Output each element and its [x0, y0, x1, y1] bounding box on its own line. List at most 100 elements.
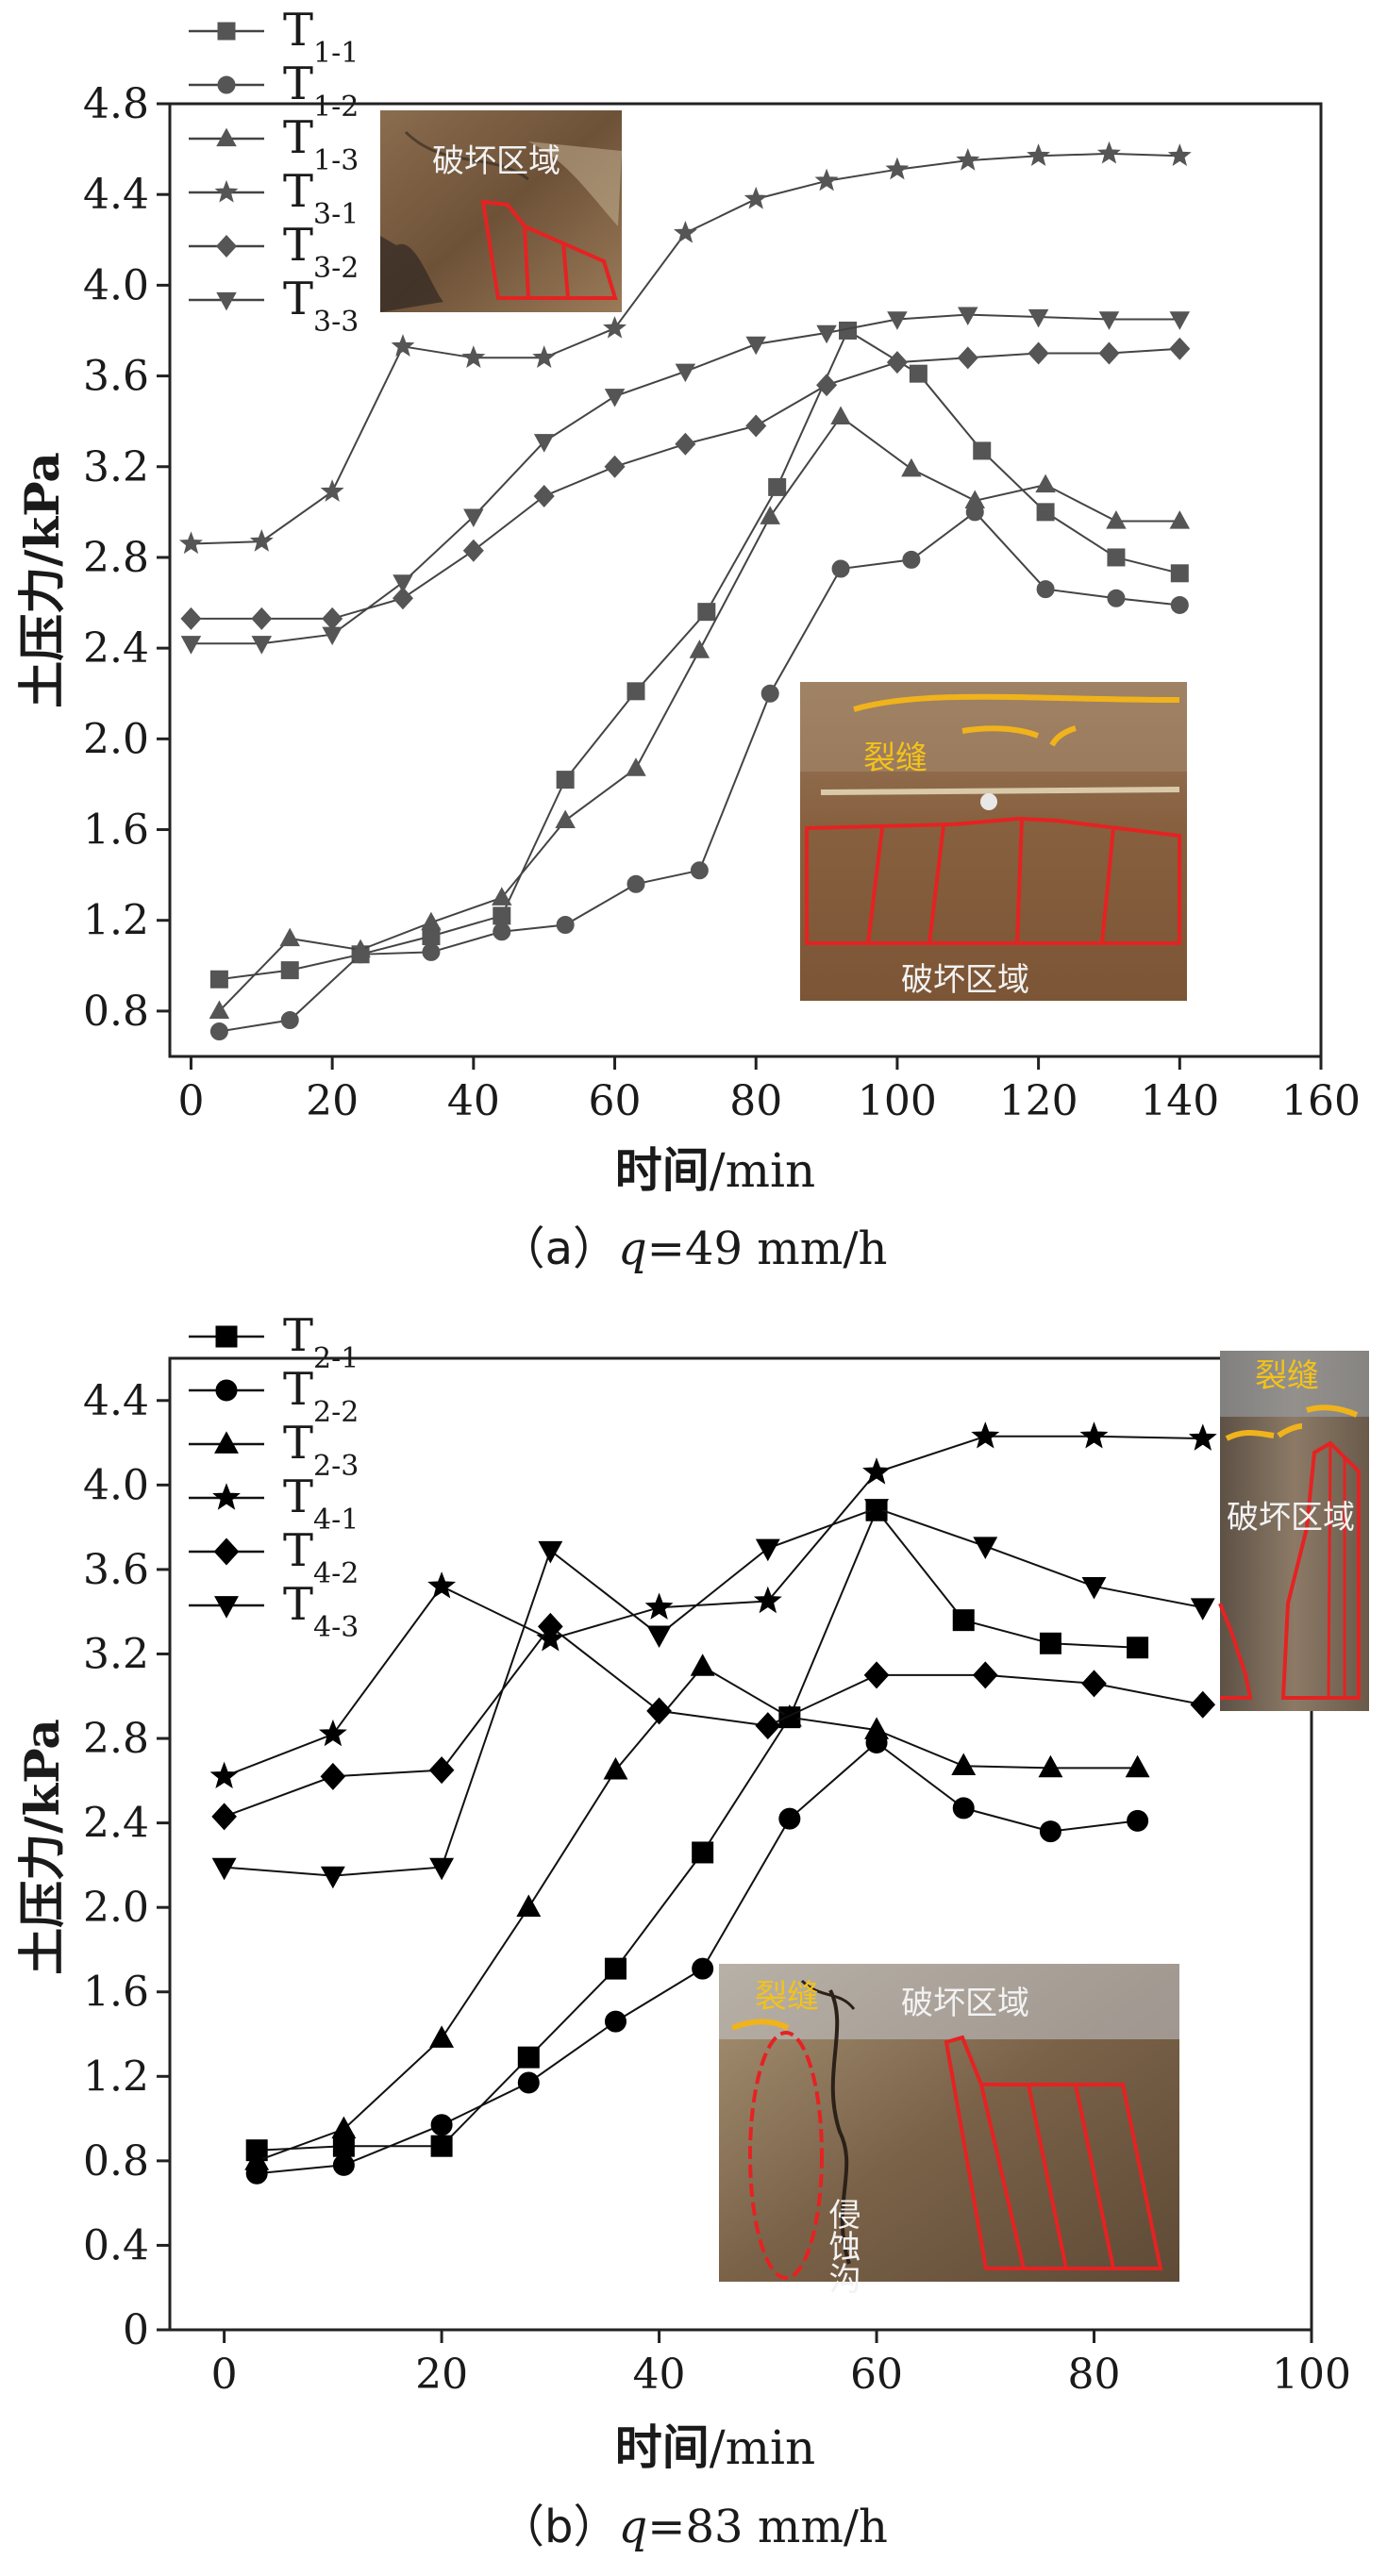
legend-label-sub: 4-2 — [313, 1557, 359, 1590]
legend-marker-4-1 — [212, 1483, 241, 1510]
legend-item-4-1: T4-1 — [189, 1471, 359, 1537]
data-point-4-2 — [211, 1803, 237, 1831]
x-tick-label: 20 — [415, 2351, 468, 2399]
data-point-2-3 — [603, 1756, 628, 1780]
data-point-4-1 — [1079, 1421, 1109, 1449]
data-point-3-3 — [745, 336, 766, 356]
data-point-4-3 — [1081, 1576, 1107, 1600]
data-point-2-1 — [1127, 1637, 1149, 1659]
x-tick-label: 80 — [1068, 2351, 1121, 2399]
legend-marker-3-3 — [216, 291, 237, 311]
data-point-3-2 — [1169, 337, 1191, 360]
chart-b-legend: T2-1T2-2T2-3T4-1T4-2T4-3 — [189, 1309, 359, 1644]
data-point-2-1 — [952, 1609, 975, 1632]
data-point-1-3 — [689, 640, 710, 658]
data-point-4-1 — [318, 1719, 347, 1747]
chart-a-x-axis-title: 时间/min — [615, 1143, 815, 1198]
chart-a-photo-2: 裂缝 破坏区域 — [800, 682, 1187, 1001]
data-point-4-2 — [972, 1661, 998, 1689]
data-point-1-1 — [697, 603, 716, 622]
chart-b-photo-1-label-crack: 裂缝 — [1255, 1357, 1319, 1395]
y-tick-label: 0.8 — [83, 988, 149, 1036]
legend-item-1-3: T1-3 — [189, 111, 359, 177]
chart-a-photo-1-label: 破坏区域 — [432, 142, 560, 180]
data-point-3-3 — [393, 574, 413, 593]
chart-a-photo-2-label-crack: 裂缝 — [863, 740, 927, 777]
data-point-3-3 — [958, 307, 978, 326]
data-point-3-2 — [1028, 341, 1049, 365]
data-point-4-2 — [646, 1697, 672, 1725]
chart-a-photo-2-label-zone: 破坏区域 — [901, 961, 1029, 999]
data-point-2-2 — [517, 2071, 540, 2094]
x-tick-label: 60 — [850, 2351, 903, 2399]
data-point-2-3 — [864, 1717, 889, 1739]
data-point-2-1 — [1039, 1632, 1061, 1654]
data-point-1-3 — [626, 757, 646, 776]
series-line-4-2 — [224, 1624, 1203, 1818]
legend-item-2-3: T2-3 — [189, 1417, 359, 1483]
series-line-4-1 — [224, 1435, 1203, 1778]
chart-b-y-axis-title: 土压力/kPa — [14, 1719, 70, 1975]
data-point-2-2 — [604, 2010, 627, 2033]
data-point-2-3 — [1038, 1754, 1063, 1778]
legend-marker-2-1 — [215, 1325, 238, 1348]
data-point-1-1 — [627, 682, 645, 701]
data-point-1-2 — [760, 684, 779, 703]
legend-label-base: T — [283, 1578, 313, 1631]
x-tick-label: 100 — [858, 1077, 937, 1125]
series-4-3 — [211, 1499, 1215, 1889]
data-point-1-2 — [1036, 580, 1055, 599]
chart-b-photo-2-label-gully: 侵蚀沟 — [823, 2198, 861, 2294]
legend-marker-2-3 — [214, 1431, 239, 1454]
series-3-2 — [180, 337, 1191, 630]
data-point-3-2 — [533, 485, 555, 508]
data-point-3-1 — [673, 220, 697, 243]
legend-label-base: T — [283, 58, 313, 110]
data-point-1-2 — [556, 916, 575, 935]
legend-label-2-2: T2-2 — [283, 1363, 359, 1429]
chart-a-y-axis-title: 土压力/kPa — [14, 452, 70, 708]
data-point-4-2 — [428, 1756, 455, 1785]
data-point-4-3 — [429, 1857, 455, 1881]
data-point-3-1 — [1027, 143, 1051, 166]
data-point-3-1 — [320, 479, 344, 502]
data-point-3-2 — [1098, 341, 1120, 365]
y-tick-label: 1.6 — [83, 1969, 149, 2017]
data-point-1-1 — [493, 906, 511, 925]
legend-label-3-1: T3-1 — [283, 165, 359, 231]
chart-a-legend: T1-1T1-2T1-3T3-1T3-2T3-3 — [189, 4, 359, 339]
y-tick-label: 1.6 — [83, 806, 149, 855]
legend-label-sub: 4-3 — [313, 1611, 359, 1644]
data-point-3-2 — [180, 607, 202, 630]
series-1-2 — [209, 503, 1189, 1041]
data-point-4-1 — [427, 1571, 457, 1599]
legend-marker-4-3 — [214, 1596, 239, 1619]
x-tick-label: 60 — [589, 1077, 642, 1125]
data-point-3-1 — [391, 334, 415, 357]
y-tick-label: 2.0 — [83, 1884, 149, 1932]
legend-label-sub: 2-3 — [313, 1450, 359, 1483]
data-point-4-3 — [864, 1499, 889, 1521]
legend-label-base: T — [283, 4, 313, 57]
chart-b-caption: （b）q=83 mm/h — [499, 2501, 888, 2553]
data-point-1-3 — [1106, 510, 1127, 529]
data-point-3-1 — [744, 186, 768, 209]
chart-b-plot-frame — [168, 1356, 1313, 2332]
legend-marker-1-3 — [216, 127, 237, 147]
series-line-4-3 — [224, 1506, 1203, 1877]
legend-label-2-1: T2-1 — [283, 1309, 359, 1375]
data-point-1-3 — [279, 927, 300, 947]
chart-a-x-axis-title-main: 时间 — [615, 1143, 710, 1198]
data-point-1-3 — [555, 809, 576, 829]
y-tick-label: 2.8 — [83, 1715, 149, 1763]
data-point-3-2 — [816, 374, 838, 397]
data-point-1-1 — [1036, 503, 1055, 522]
x-tick-label: 0 — [211, 2351, 238, 2399]
y-tick-label: 0 — [123, 2306, 149, 2354]
chart-b-caption-prefix: （b） — [499, 2501, 618, 2553]
data-point-2-1 — [692, 1841, 714, 1864]
y-tick-label: 4.4 — [83, 171, 149, 219]
data-point-3-3 — [533, 434, 555, 453]
data-point-2-3 — [429, 2025, 455, 2048]
x-tick-label: 140 — [1140, 1077, 1219, 1125]
